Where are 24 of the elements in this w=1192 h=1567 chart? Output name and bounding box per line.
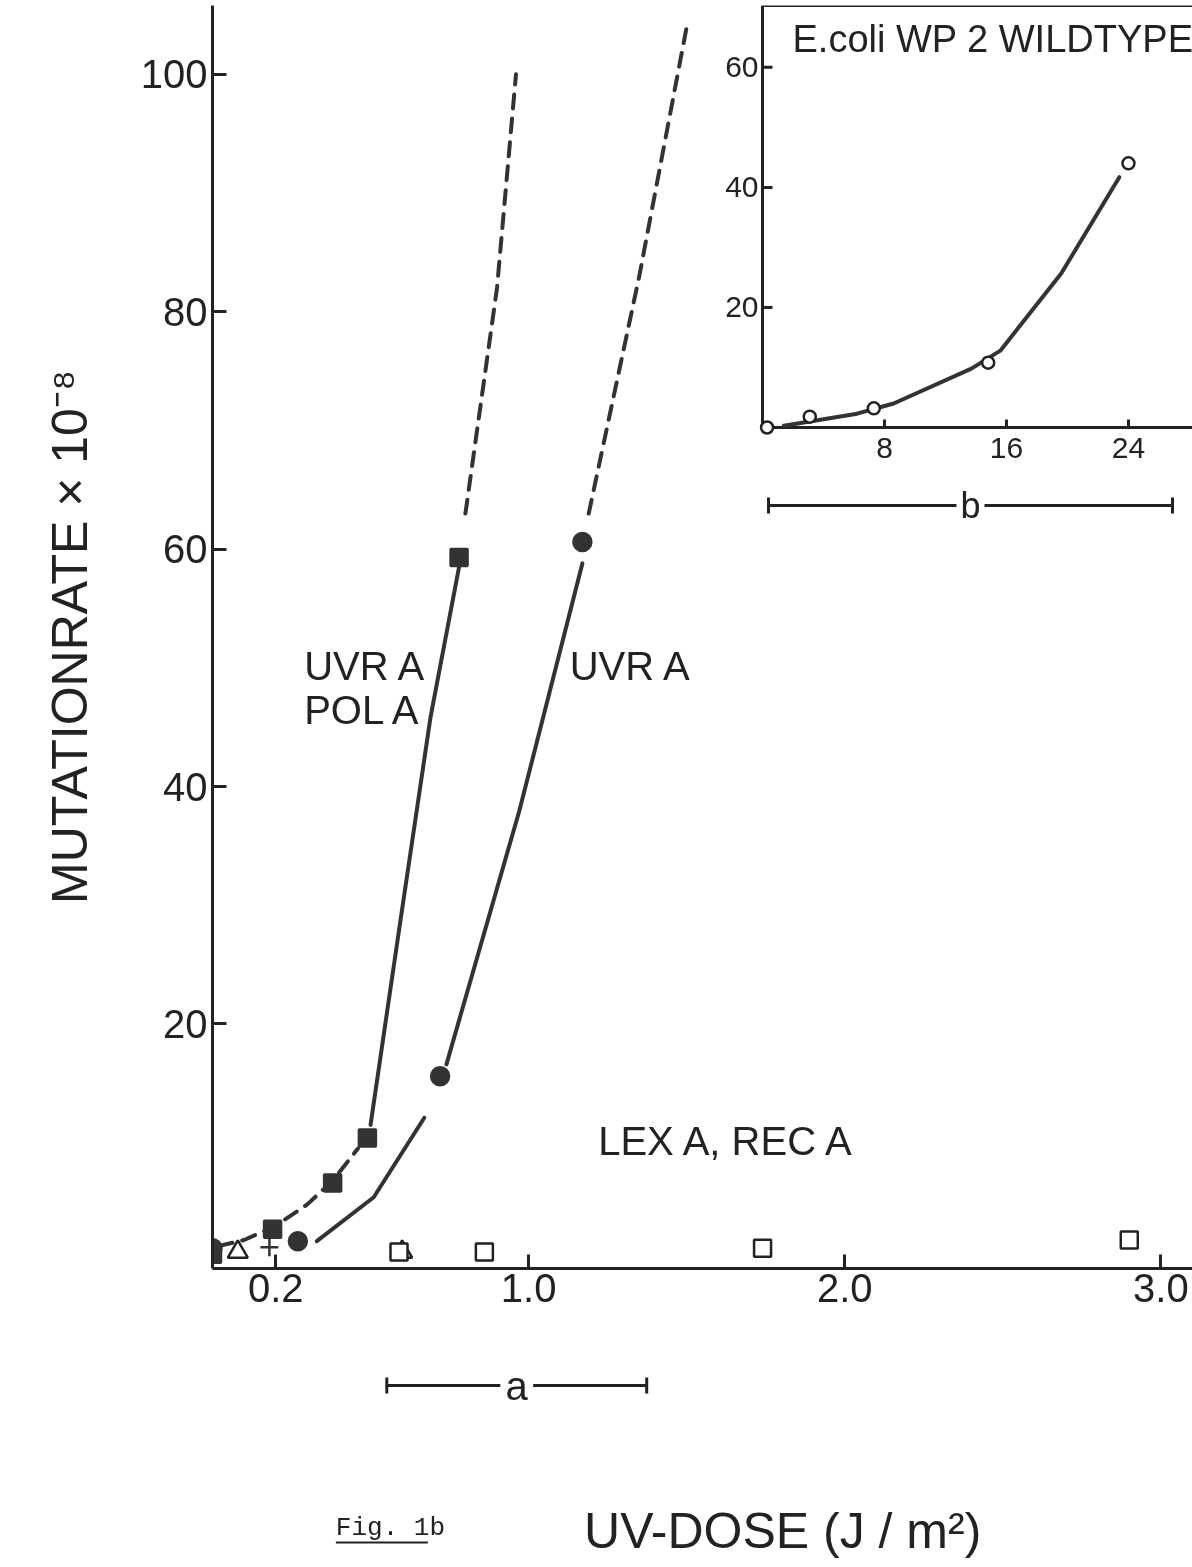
y-tick-label: 20 (725, 290, 759, 324)
y-tick-label: 40 (163, 764, 208, 809)
caption: Fig. 1b (335, 1512, 446, 1543)
y-axis-title: MUTATIONRATE × 10⁻⁸ (41, 370, 98, 904)
x-axis-title: UV-DOSE (J / m²) (584, 1502, 982, 1559)
x-tick-label: 16 (989, 430, 1024, 464)
y-tick-label: 80 (163, 289, 208, 334)
x-tick-label: 0.2 (247, 1265, 304, 1310)
x-tick-label: 24 (1111, 430, 1146, 464)
text: a (505, 1363, 529, 1408)
y-tick-label: 60 (163, 527, 208, 572)
annotation: LEX A, REC A (598, 1118, 852, 1163)
annotation: UVR A (569, 644, 691, 689)
y-tick-label: 60 (725, 50, 759, 84)
annotation: UVR A POL A (304, 644, 425, 733)
chart-title: E.coli WP 2 WILDTYPE (792, 17, 1192, 60)
y-tick-label: 20 (163, 1001, 208, 1046)
x-tick-label: 8 (876, 430, 893, 464)
annotation: b (960, 485, 981, 526)
x-tick-label: 3.0 (1133, 1265, 1189, 1310)
y-tick-label: 100 (140, 52, 208, 97)
x-tick-label: 1.0 (500, 1265, 557, 1310)
x-tick-label: 2.0 (816, 1265, 873, 1310)
y-tick-label: 40 (725, 170, 759, 204)
